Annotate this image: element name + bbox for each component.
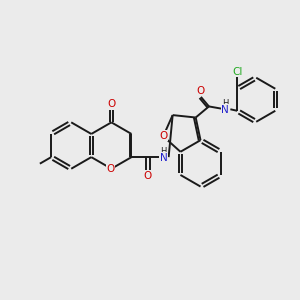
Text: H: H [160,147,167,156]
Text: O: O [196,86,204,96]
Text: O: O [107,99,116,109]
Text: N: N [221,105,229,115]
Text: Cl: Cl [232,67,242,76]
Text: H: H [222,99,229,108]
Text: O: O [107,164,115,174]
Text: O: O [144,171,152,181]
Text: O: O [159,131,167,141]
Text: N: N [160,153,167,163]
